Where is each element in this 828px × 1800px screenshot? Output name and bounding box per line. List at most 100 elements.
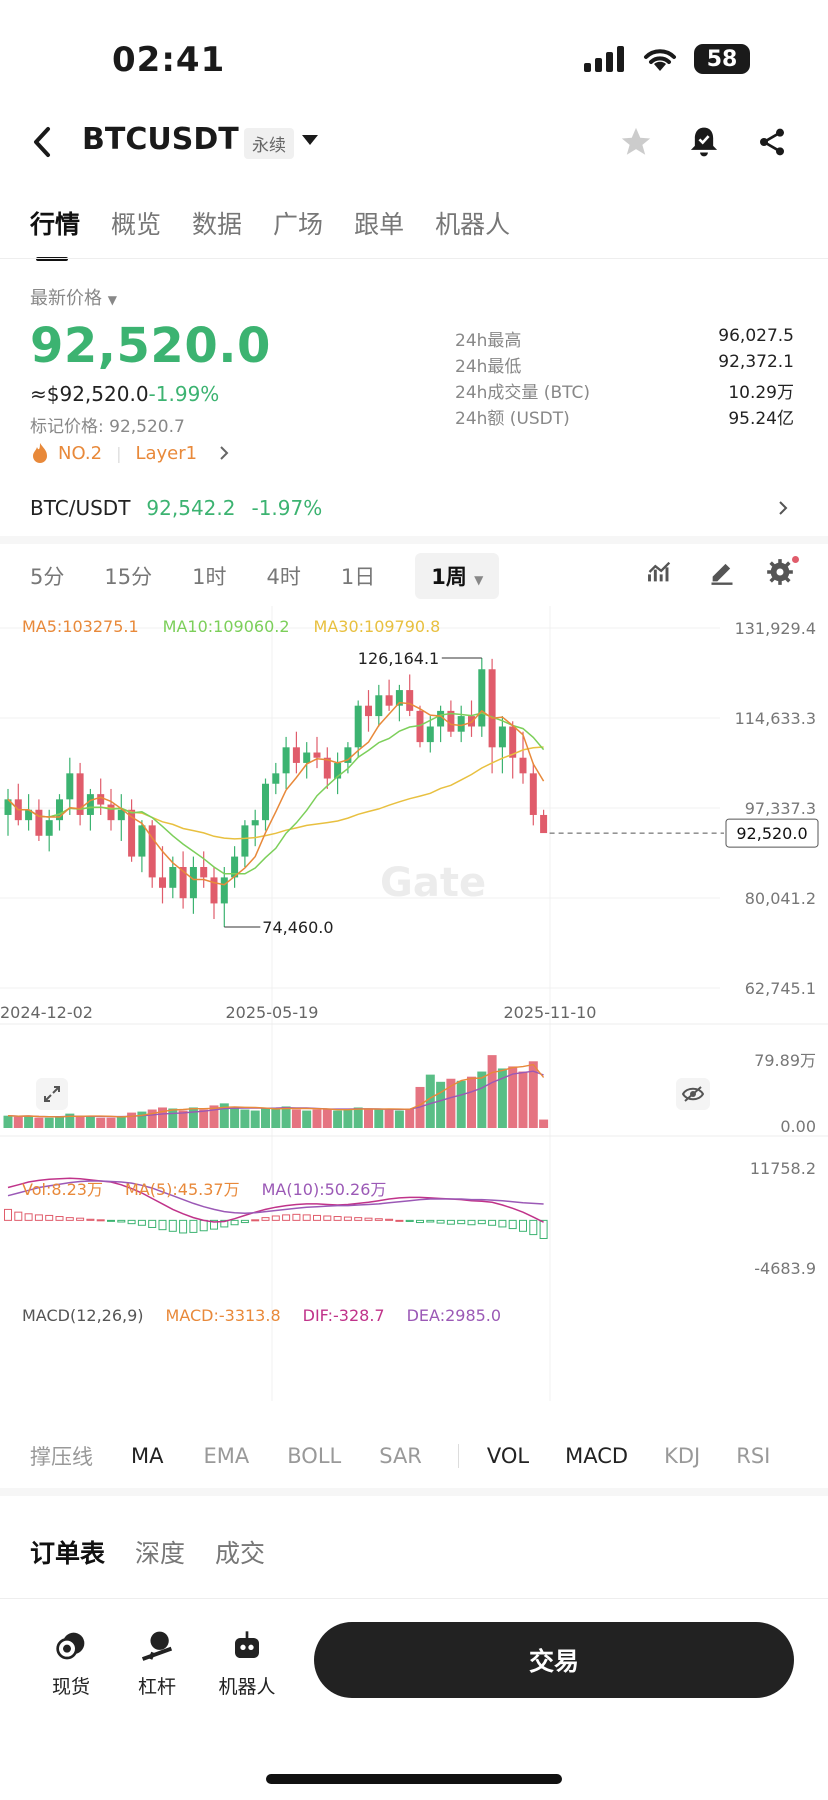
volume-bar	[405, 1108, 415, 1128]
indicator-ma[interactable]: MA	[131, 1444, 164, 1468]
price-alert-button[interactable]	[684, 122, 724, 162]
macd-histogram-bar	[55, 1216, 64, 1221]
volume-bar	[158, 1107, 167, 1128]
candle-body	[107, 804, 115, 821]
indicator-toggle-button[interactable]	[646, 558, 674, 590]
ma5-legend: MA5:103275.1	[22, 617, 139, 636]
indicator-rsi[interactable]: RSI	[736, 1444, 771, 1468]
change-percent: -1.99%	[148, 382, 220, 406]
nav-bot[interactable]: 机器人	[212, 1630, 282, 1699]
candle-body	[148, 825, 156, 878]
chart-settings-button[interactable]	[766, 556, 799, 590]
fullscreen-button[interactable]	[36, 1078, 68, 1110]
symbol-dropdown-button[interactable]	[300, 132, 320, 152]
nav-spot-label: 现货	[51, 1676, 90, 1698]
ma-legend: MA5:103275.1 MA10:109060.2 MA30:109790.8	[22, 617, 440, 636]
candle-body	[344, 747, 352, 763]
volume-bar	[147, 1109, 157, 1128]
interval-4h[interactable]: 4时	[266, 565, 301, 589]
favorite-button[interactable]	[616, 122, 656, 162]
x-tick-label: 2025-05-19	[226, 1003, 319, 1022]
stat-label-high: 24h最高	[455, 331, 522, 351]
kline-chart[interactable]: 131,929.4 114,633.3 97,337.3 80,041.2 62,745…	[0, 606, 828, 1426]
indicator-kdj[interactable]: KDJ	[664, 1444, 701, 1468]
y-tick-label: 97,337.3	[745, 799, 816, 818]
spot-pair-chevron[interactable]	[776, 498, 790, 522]
volume-bar	[116, 1116, 126, 1128]
eye-off-icon	[682, 1086, 704, 1102]
tab-copy-trade[interactable]: 跟单	[354, 210, 405, 239]
latest-price-label[interactable]: 最新价格 ▼	[30, 284, 117, 310]
back-button[interactable]	[22, 122, 62, 162]
share-button[interactable]	[752, 122, 792, 162]
candle-body	[179, 866, 187, 899]
tab-trades[interactable]: 成交	[215, 1539, 266, 1568]
interval-1h[interactable]: 1时	[192, 565, 227, 589]
tags-row[interactable]: NO.2 | Layer1	[30, 442, 231, 464]
interval-5m[interactable]: 5分	[30, 565, 65, 589]
candle-body	[251, 820, 259, 826]
nav-spot[interactable]: 现货	[46, 1630, 96, 1699]
interval-1d[interactable]: 1日	[340, 565, 376, 589]
vol-ma10-legend: MA(10):50.26万	[261, 1180, 387, 1199]
indicator-support-resistance[interactable]: 撑压线	[30, 1445, 93, 1469]
tab-square[interactable]: 广场	[273, 210, 324, 239]
volume-bar	[230, 1108, 240, 1128]
macd-histogram-bar	[107, 1219, 115, 1222]
drawing-tool-button[interactable]	[708, 558, 736, 590]
candle-body	[395, 690, 403, 706]
macd-histogram-bar	[117, 1219, 126, 1223]
tab-market[interactable]: 行情	[30, 205, 80, 261]
candle-body	[437, 710, 445, 727]
ma10-line	[7, 712, 545, 875]
candle-body	[292, 747, 300, 763]
symbol-title[interactable]: BTCUSDT	[82, 122, 239, 157]
volume-bar	[250, 1110, 260, 1128]
interval-1w[interactable]: 1周 ▼	[415, 553, 500, 599]
spot-pair-row[interactable]: BTC/USDT 92,542.2 -1.97%	[30, 496, 322, 520]
last-price-tag	[725, 818, 819, 848]
leverage-icon	[141, 1631, 173, 1661]
tab-orderbook[interactable]: 订单表	[30, 1539, 106, 1568]
macd-histogram-bar	[76, 1217, 85, 1221]
candle-body	[540, 814, 548, 834]
candle-body	[385, 695, 393, 706]
volume-bar	[96, 1117, 106, 1128]
candle-body	[488, 669, 496, 748]
macd-histogram-bar	[127, 1219, 136, 1225]
candle-body	[529, 773, 537, 815]
macd-histogram-bar	[271, 1215, 280, 1221]
stat-value-high: 96,027.5	[718, 326, 794, 346]
macd-histogram-bar	[488, 1219, 497, 1226]
tab-depth[interactable]: 深度	[135, 1539, 186, 1568]
macd-value: MACD:-3313.8	[165, 1306, 281, 1325]
y-tick-label: 80,041.2	[745, 889, 816, 908]
macd-histogram-bar	[436, 1219, 445, 1224]
trade-button[interactable]: 交易	[314, 1622, 794, 1698]
volume-bar	[75, 1115, 85, 1128]
stat-value-low: 92,372.1	[718, 352, 794, 372]
candle-body	[457, 716, 465, 732]
indicator-vol[interactable]: VOL	[486, 1444, 530, 1468]
tab-data[interactable]: 数据	[192, 210, 243, 239]
candle-body	[210, 877, 218, 904]
indicator-macd[interactable]: MACD	[565, 1444, 629, 1468]
volume-bar	[219, 1103, 229, 1128]
tab-overview[interactable]: 概览	[111, 210, 162, 239]
candle-body	[282, 747, 290, 774]
candle-body	[159, 877, 166, 888]
macd-histogram-bar	[189, 1219, 198, 1233]
hide-indicators-button[interactable]	[676, 1078, 710, 1110]
macd-histogram-bar	[168, 1219, 177, 1232]
candle-body	[447, 710, 455, 732]
tab-bot[interactable]: 机器人	[435, 210, 511, 239]
volume-bar	[106, 1117, 116, 1128]
spot-pair-price: 92,542.2	[146, 496, 236, 520]
indicator-boll[interactable]: BOLL	[287, 1444, 342, 1468]
interval-15m[interactable]: 15分	[104, 565, 153, 589]
indicator-ema[interactable]: EMA	[203, 1444, 250, 1468]
nav-margin[interactable]: 杠杆	[132, 1630, 182, 1699]
divider	[0, 1598, 828, 1599]
stat-label-turnover: 24h额 (USDT)	[455, 409, 570, 429]
indicator-sar[interactable]: SAR	[379, 1444, 422, 1468]
